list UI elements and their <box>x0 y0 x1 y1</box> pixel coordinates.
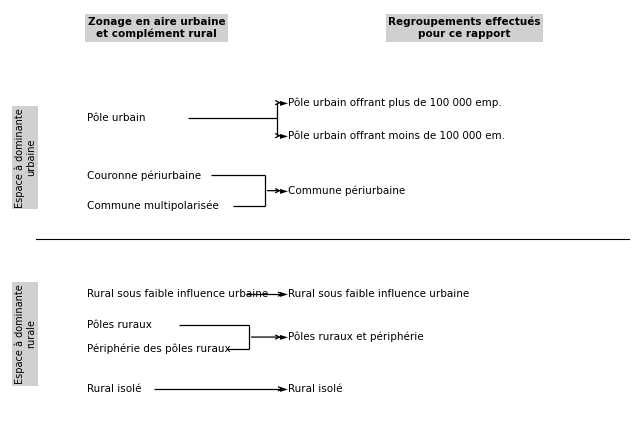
Text: ►Rural isolé: ►Rural isolé <box>280 384 343 394</box>
Text: Commune multipolarisée: Commune multipolarisée <box>87 201 218 211</box>
Text: Couronne périurbaine: Couronne périurbaine <box>87 170 201 181</box>
Text: Zonage en aire urbaine
et complément rural: Zonage en aire urbaine et complément rur… <box>88 17 225 39</box>
Text: Rural sous faible influence urbaine: Rural sous faible influence urbaine <box>87 289 268 299</box>
Text: ►Rural sous faible influence urbaine: ►Rural sous faible influence urbaine <box>280 289 469 299</box>
Text: Espace à dominante
urbaine: Espace à dominante urbaine <box>15 108 36 207</box>
Text: ►Pôle urbain offrant plus de 100 000 emp.: ►Pôle urbain offrant plus de 100 000 emp… <box>280 97 502 108</box>
Text: ►Commune périurbaine: ►Commune périurbaine <box>280 186 406 196</box>
Text: Périphérie des pôles ruraux: Périphérie des pôles ruraux <box>87 344 231 354</box>
Text: Pôle urbain: Pôle urbain <box>87 113 145 123</box>
Text: Regroupements effectués
pour ce rapport: Regroupements effectués pour ce rapport <box>388 17 541 39</box>
Text: Pôles ruraux: Pôles ruraux <box>87 320 152 330</box>
Text: Rural isolé: Rural isolé <box>87 384 141 394</box>
Text: ►Pôle urbain offrant moins de 100 000 em.: ►Pôle urbain offrant moins de 100 000 em… <box>280 131 505 141</box>
Text: Espace à dominante
rurale: Espace à dominante rurale <box>15 284 36 384</box>
Text: ►Pôles ruraux et périphérie: ►Pôles ruraux et périphérie <box>280 332 424 342</box>
